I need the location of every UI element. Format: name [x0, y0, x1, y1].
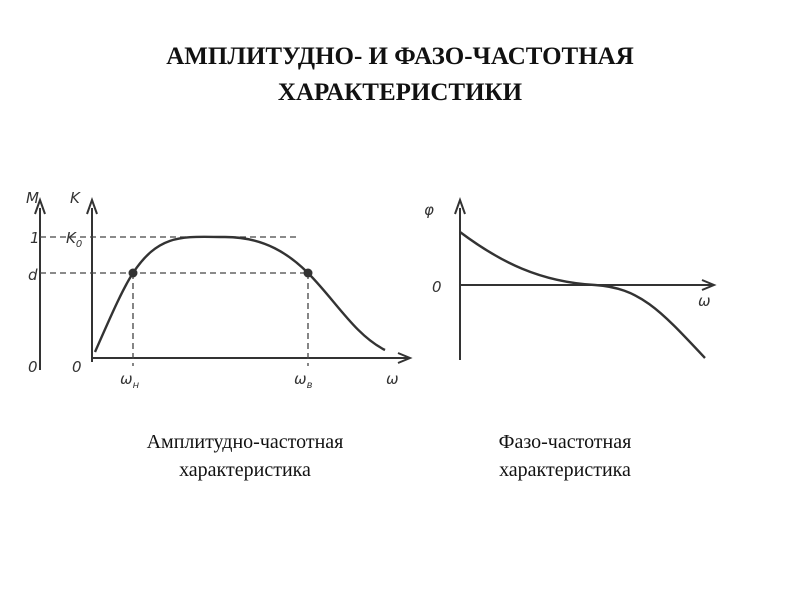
- caption: Амплитудно-частотная: [147, 431, 344, 453]
- phase-diagram: φ 0 ω: [424, 197, 717, 360]
- tick-label-base: ω: [120, 370, 133, 388]
- tick-label: 0: [432, 278, 442, 296]
- axis-label: M: [26, 189, 39, 207]
- omega-axis-arrow: [397, 352, 413, 364]
- tick-label-base: K: [66, 229, 77, 247]
- title-line: ХАРАКТЕРИСТИКИ: [278, 79, 523, 106]
- tick-label-base: ω: [294, 370, 307, 388]
- point: [128, 268, 138, 278]
- m-axis-arrow: [34, 197, 46, 215]
- caption: характеристика: [179, 459, 311, 481]
- tick-label: ωн: [120, 370, 140, 391]
- tick-label-sub: в: [307, 380, 313, 391]
- axis-label: ω: [698, 292, 711, 310]
- amplitude-curve: [93, 235, 386, 353]
- k-axis-arrow: [86, 197, 98, 215]
- tick-label: 0: [72, 358, 82, 376]
- tick-label-sub: н: [133, 380, 140, 391]
- phi-axis-arrow: [454, 197, 466, 215]
- axis-label: φ: [424, 201, 434, 219]
- phase-curve: [459, 231, 706, 359]
- tick-label: 0: [28, 358, 38, 376]
- tick-label: d: [28, 266, 38, 284]
- tick-label: ωв: [294, 370, 313, 391]
- caption: характеристика: [499, 459, 631, 481]
- amplitude-diagram: M K 1 K0 d 0 0 ωн ωв ω: [26, 189, 413, 391]
- title-line: АМПЛИТУДНО- И ФАЗО-ЧАСТОТНАЯ: [166, 43, 634, 70]
- omega-axis-arrow: [701, 279, 717, 291]
- point: [303, 268, 313, 278]
- caption: Фазо-частотная: [499, 431, 632, 453]
- tick-label: 1: [30, 229, 40, 247]
- tick-label: K0: [66, 229, 82, 250]
- axis-label: ω: [386, 370, 399, 388]
- tick-label-sub: 0: [76, 239, 82, 250]
- axis-label: K: [70, 189, 81, 207]
